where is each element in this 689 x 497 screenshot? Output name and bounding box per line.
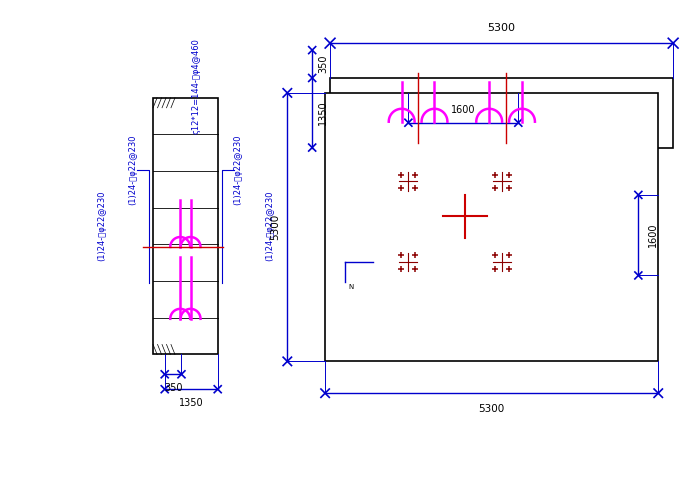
Text: 1350: 1350 — [318, 100, 328, 125]
Text: 5300: 5300 — [488, 23, 515, 33]
Text: 5300: 5300 — [270, 214, 280, 240]
Bar — [330, 78, 673, 148]
Text: (1)24-笼φ22@230: (1)24-笼φ22@230 — [233, 134, 242, 205]
Text: (1)24-笼φ22@230: (1)24-笼φ22@230 — [129, 134, 138, 205]
Text: ς12*12=144-笼φ4@460: ς12*12=144-笼φ4@460 — [192, 38, 201, 134]
Text: (1)24-笼φ22@230: (1)24-笼φ22@230 — [97, 191, 106, 261]
Text: N: N — [349, 284, 353, 290]
Text: 5300: 5300 — [479, 404, 505, 414]
Bar — [153, 98, 218, 354]
Bar — [325, 93, 658, 361]
Text: (1)24-笼φ22@230: (1)24-笼φ22@230 — [265, 191, 274, 261]
Text: 350: 350 — [318, 55, 328, 73]
Text: 1600: 1600 — [648, 223, 658, 248]
Text: 1600: 1600 — [451, 105, 475, 115]
Text: 350: 350 — [164, 383, 183, 393]
Text: 1350: 1350 — [179, 398, 203, 408]
